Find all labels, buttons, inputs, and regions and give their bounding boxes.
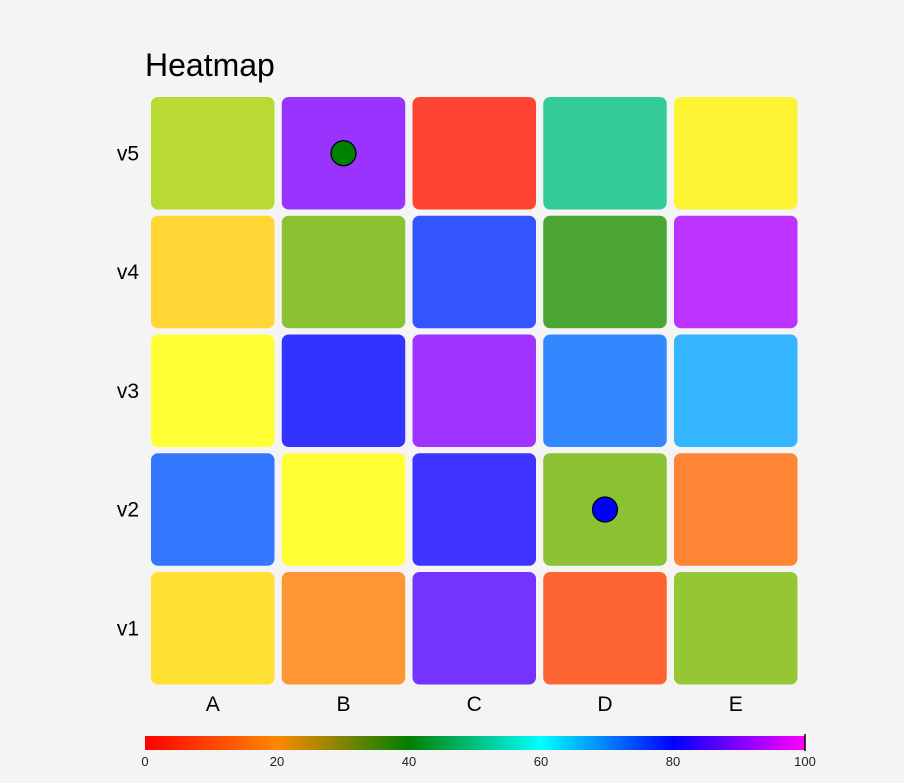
x-axis-labels: A B C D E: [206, 693, 743, 716]
x-tick-label-c: C: [467, 693, 482, 716]
heatmap-cell-e-v4: [674, 215, 798, 329]
y-tick-label-v2: v2: [117, 499, 139, 522]
color-scale-ticks: 0 20 40 60 80 100: [141, 754, 815, 769]
heatmap-cell-a-v3: [151, 334, 275, 447]
y-tick-label-v1: v1: [117, 617, 139, 640]
y-tick-label-v3: v3: [117, 380, 139, 403]
heatmap-cells: [151, 97, 798, 685]
x-tick-label-e: E: [729, 693, 743, 716]
marker-b-v5: [330, 140, 357, 167]
heatmap-cell-b-v2: [281, 453, 406, 566]
heatmap-cell-b-v1: [281, 572, 406, 685]
chart-title: Heatmap: [145, 47, 275, 83]
heatmap-cell-d-v4: [543, 215, 667, 329]
heatmap-cell-a-v4: [151, 215, 275, 329]
heatmap-cell-a-v2: [151, 453, 275, 566]
color-scale-tick-20: 20: [270, 754, 284, 769]
x-tick-label-b: B: [336, 693, 350, 716]
color-scale-tick-80: 80: [666, 754, 680, 769]
heatmap-cell-e-v3: [674, 334, 798, 447]
heatmap-cell-c-v3: [412, 334, 536, 447]
heatmap-markers: [330, 140, 619, 523]
color-scale-tick-60: 60: [534, 754, 548, 769]
heatmap-cell-c-v1: [412, 572, 536, 685]
heatmap-cell-e-v2: [674, 453, 798, 566]
marker-d-v2: [591, 496, 619, 523]
heatmap-cell-d-v3: [543, 334, 667, 447]
color-scale-legend: 0 20 40 60 80 100: [141, 734, 816, 769]
x-tick-label-d: D: [597, 693, 612, 716]
heatmap-cell-e-v1: [674, 572, 798, 685]
y-tick-label-v5: v5: [117, 142, 139, 165]
heatmap-cell-c-v5: [412, 97, 536, 210]
heatmap-cell-e-v5: [674, 97, 798, 210]
heatmap-cell-b-v4: [281, 215, 406, 329]
color-scale-tick-0: 0: [141, 754, 148, 769]
heatmap-cell-c-v2: [412, 453, 536, 566]
color-scale-tick-100: 100: [794, 754, 816, 769]
y-tick-label-v4: v4: [117, 261, 140, 284]
heatmap-cell-d-v1: [543, 572, 667, 685]
heatmap-cell-a-v5: [151, 97, 275, 210]
heatmap-cell-b-v3: [281, 334, 406, 447]
color-scale-tick-40: 40: [402, 754, 416, 769]
x-tick-label-a: A: [206, 693, 220, 716]
heatmap-cell-a-v1: [151, 572, 275, 685]
y-axis-labels: v1 v2 v3 v4 v5: [117, 142, 140, 640]
heatmap-cell-c-v4: [412, 215, 536, 329]
heatmap-cell-d-v5: [543, 97, 667, 210]
color-scale-bar: [145, 736, 805, 750]
